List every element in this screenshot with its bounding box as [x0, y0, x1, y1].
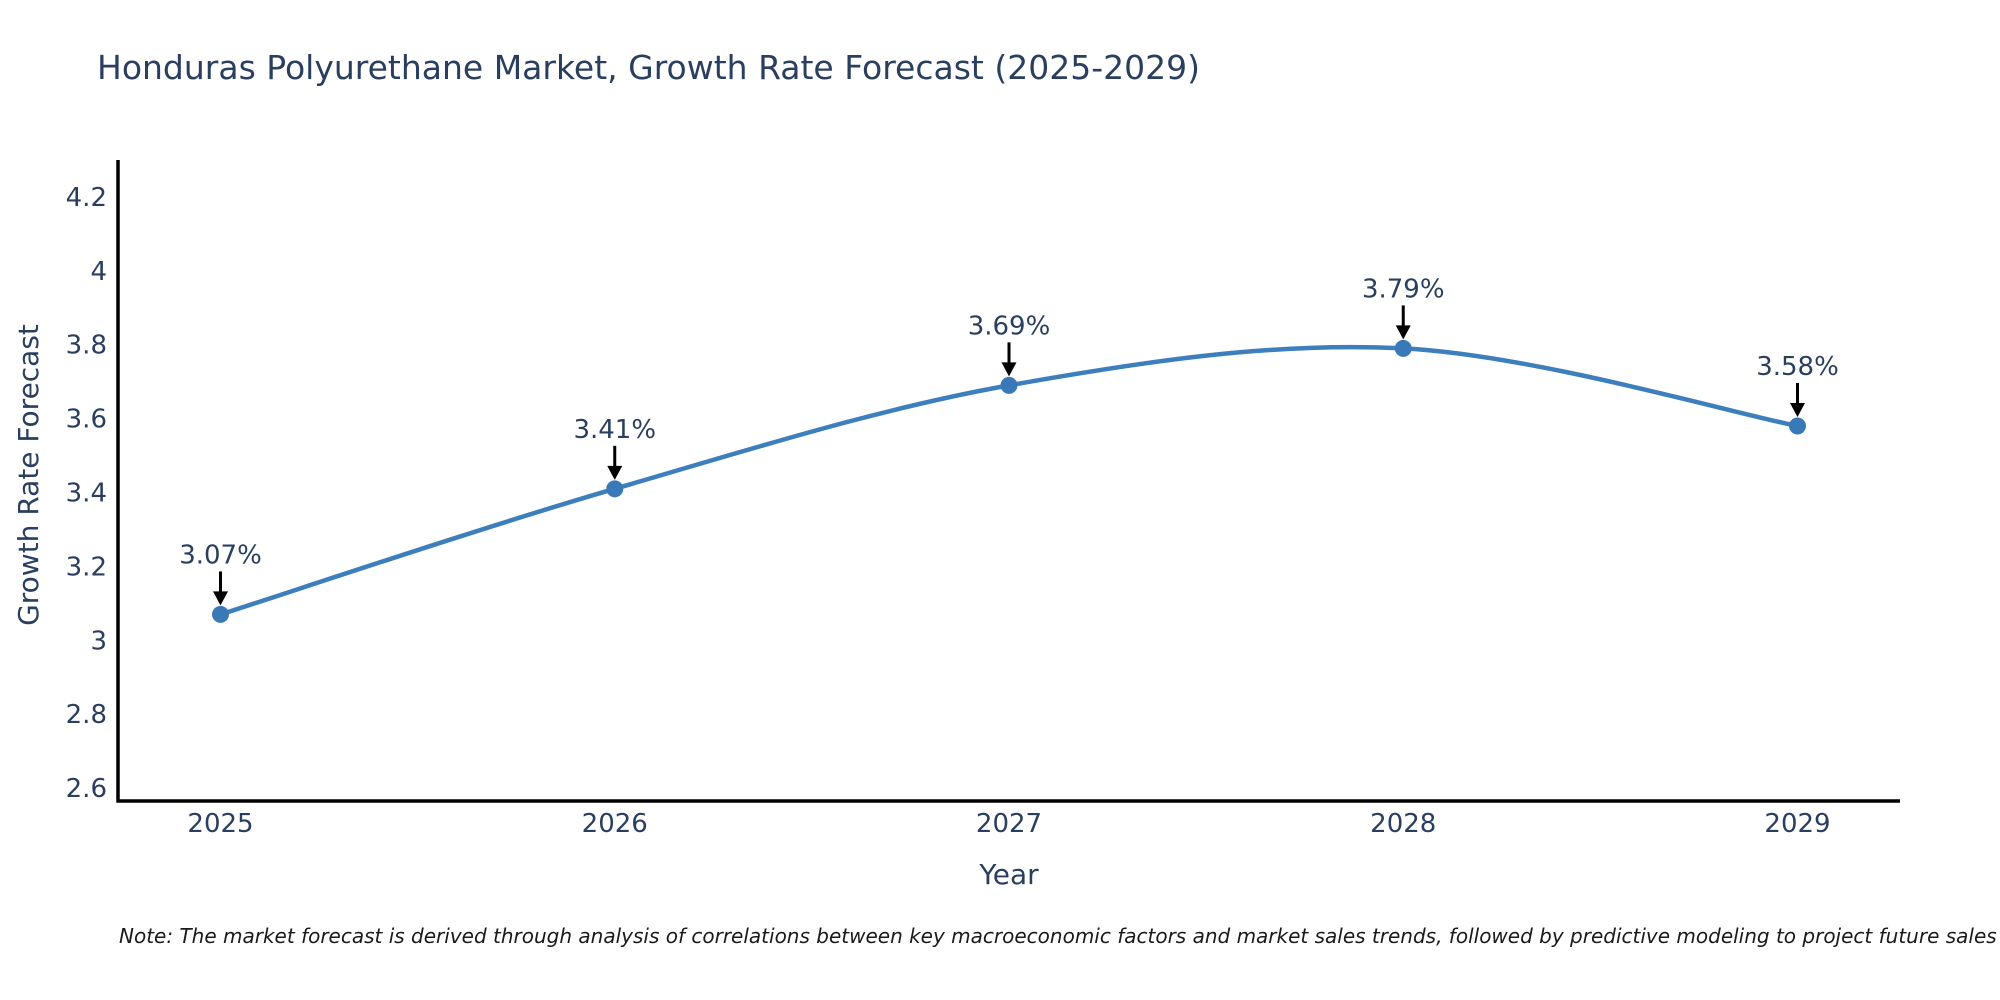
y-tick-label: 3.8: [66, 331, 107, 361]
data-point-marker: [606, 480, 624, 498]
annotation-arrow-head: [607, 465, 623, 480]
y-tick-label: 4.2: [66, 183, 107, 213]
y-tick-label: 3.4: [66, 479, 107, 509]
data-point-marker: [212, 605, 230, 623]
y-tick-label: 3.6: [66, 405, 107, 435]
y-tick-label: 3: [90, 626, 107, 656]
annotation-arrow-head: [1001, 362, 1017, 377]
data-point-marker: [1788, 417, 1806, 435]
data-point-label: 3.07%: [179, 540, 262, 570]
y-tick-label: 2.6: [66, 774, 107, 804]
y-tick-label: 2.8: [66, 700, 107, 730]
annotation-arrow-head: [1395, 325, 1411, 340]
annotation-arrow-head: [213, 591, 229, 606]
data-point-label: 3.58%: [1756, 352, 1839, 382]
data-point-label: 3.69%: [968, 311, 1051, 341]
y-axis-title: Growth Rate Forecast: [12, 324, 45, 626]
data-point-marker: [1394, 339, 1412, 357]
chart-title: Honduras Polyurethane Market, Growth Rat…: [97, 48, 1200, 87]
x-axis-title: Year: [978, 858, 1039, 891]
x-tick-label: 2027: [976, 809, 1042, 839]
y-tick-label: 3.2: [66, 552, 107, 582]
data-point-label: 3.41%: [573, 415, 656, 445]
x-tick-label: 2029: [1764, 809, 1830, 839]
x-tick-label: 2028: [1370, 809, 1436, 839]
annotation-arrow-head: [1789, 403, 1805, 418]
data-point-marker: [1000, 376, 1018, 394]
y-tick-label: 4: [90, 257, 107, 287]
data-point-label: 3.79%: [1362, 274, 1445, 304]
forecast-methodology-note: Note: The market forecast is derived thr…: [119, 924, 1997, 948]
axis-lines: [116, 160, 1900, 803]
x-tick-label: 2025: [187, 809, 253, 839]
x-tick-label: 2026: [582, 809, 648, 839]
